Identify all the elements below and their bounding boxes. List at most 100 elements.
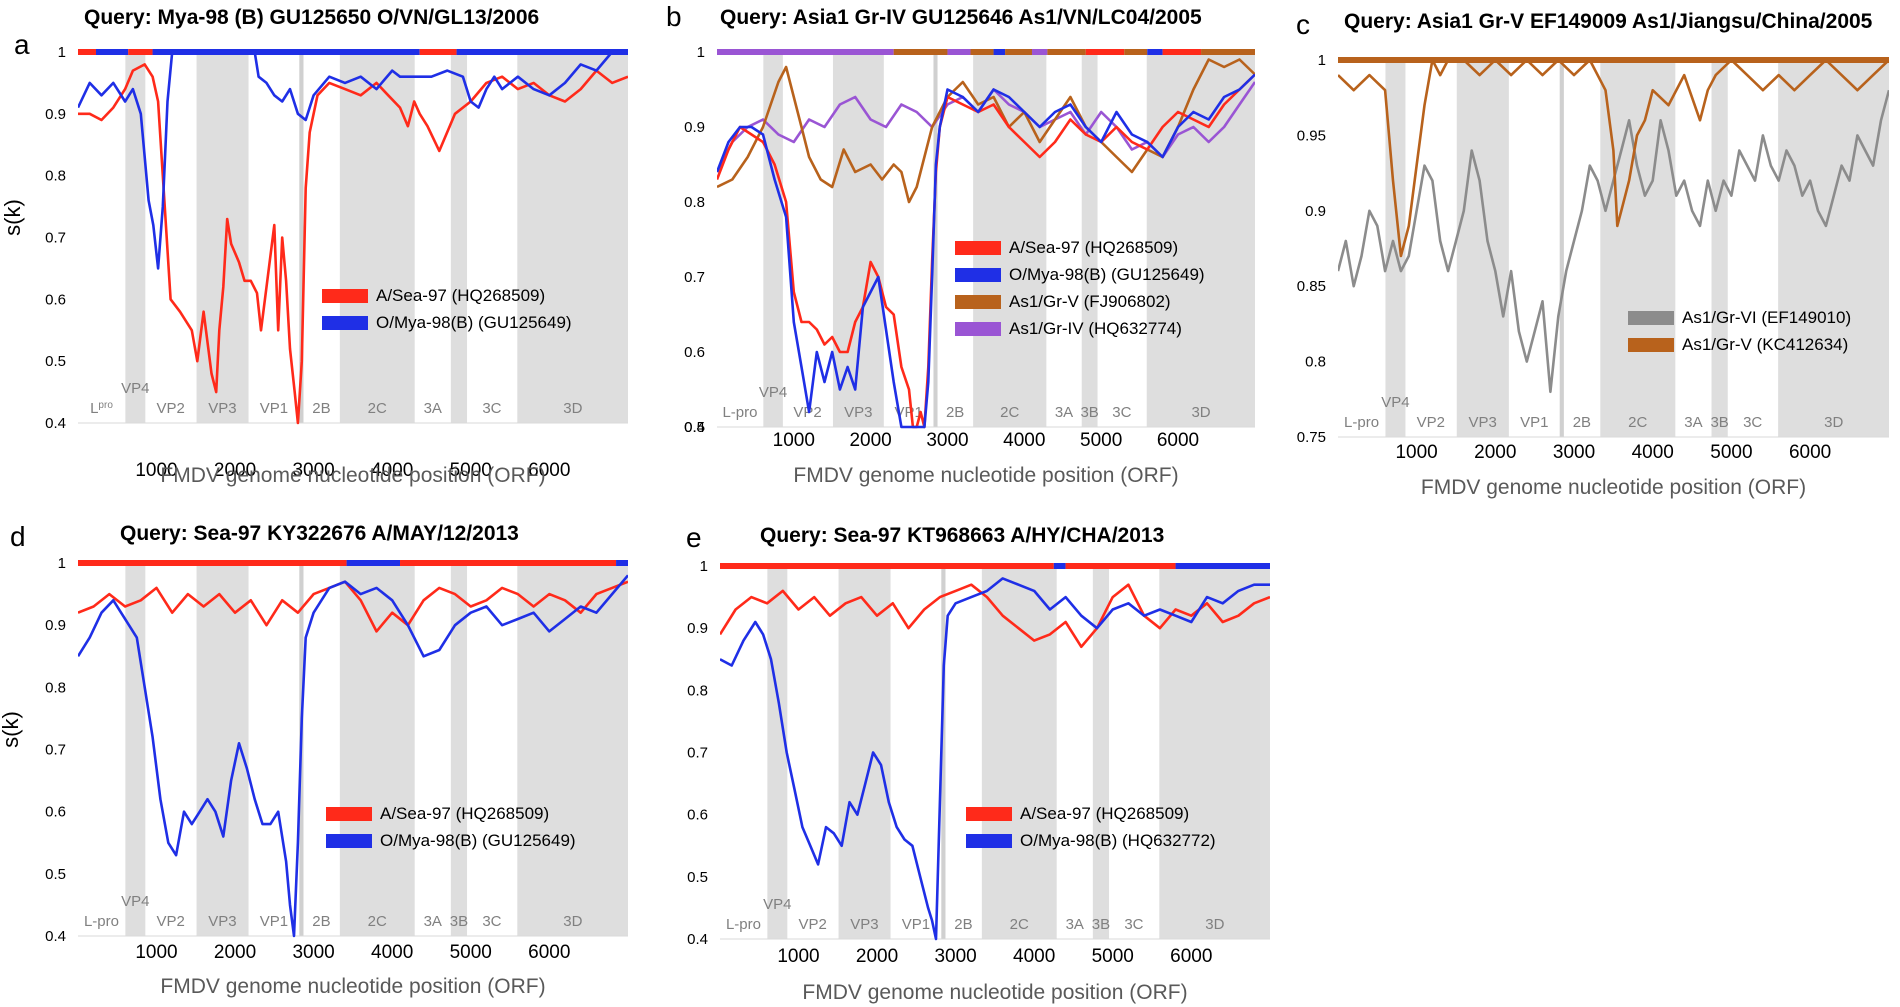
region-band xyxy=(450,52,468,423)
x-tick-label: 4000 xyxy=(371,942,413,963)
x-tick-label: 6000 xyxy=(1789,442,1831,463)
best-match-bar-segment xyxy=(1047,49,1086,55)
best-match-bar-segment xyxy=(1175,563,1270,569)
region-label: 3C xyxy=(482,913,501,930)
region-band xyxy=(933,52,938,427)
y-tick-label: 0.6 xyxy=(687,807,708,824)
legend-label: As1/Gr-V (FJ906802) xyxy=(1009,292,1171,311)
chart-panel-a: a Query: Mya-98 (B) GU125650 O/VN/GL13/20… xyxy=(0,6,628,487)
region-label: VP4 xyxy=(759,384,787,401)
y-tick-label: 0.4 xyxy=(45,415,66,432)
region-band xyxy=(981,566,1057,939)
legend-label: As1/Gr-V (KC412634) xyxy=(1682,335,1848,354)
legend-swatch xyxy=(955,322,1001,336)
region-band xyxy=(450,563,468,936)
panel-letter: a xyxy=(14,29,30,60)
best-match-bar-segment xyxy=(1031,49,1048,55)
best-match-bar-segment xyxy=(893,49,948,55)
region-band xyxy=(1456,60,1509,437)
region-label: 2C xyxy=(1000,404,1019,421)
region-label: 3C xyxy=(1124,916,1143,933)
series-line-1 xyxy=(720,577,1270,941)
best-match-bar-segment xyxy=(947,49,971,55)
legend-swatch xyxy=(1628,311,1674,325)
legend-label: O/Mya-98(B) (GU125649) xyxy=(380,831,576,850)
series-line-1 xyxy=(717,58,1255,204)
region-label: VP2 xyxy=(793,404,821,421)
series-line-0 xyxy=(720,583,1270,649)
y-tick-label: 1 xyxy=(697,44,705,61)
region-band xyxy=(941,566,946,939)
y-tick-label: 0.85 xyxy=(1297,278,1326,295)
best-match-bar-segment xyxy=(128,49,153,55)
region-band xyxy=(339,52,415,423)
region-label: VP3 xyxy=(844,404,872,421)
best-match-bar-segment xyxy=(346,560,401,566)
region-label: 3A xyxy=(1684,414,1702,431)
legend-label: As1/Gr-VI (EF149010) xyxy=(1682,308,1851,327)
region-label: L-pro xyxy=(722,404,757,421)
legend-label: O/Mya-98(B) (HQ632772) xyxy=(1020,831,1216,850)
x-tick-label: 2000 xyxy=(856,946,898,967)
series-line-1 xyxy=(78,574,628,938)
best-match-bar-segment xyxy=(1053,563,1066,569)
region-band xyxy=(973,52,1047,427)
region-label: VP4 xyxy=(121,893,149,910)
panel-title: Query: Sea-97 KT968663 A/HY/CHA/2013 xyxy=(760,524,1164,547)
best-match-bar-segment xyxy=(720,563,1054,569)
best-match-bar-segment xyxy=(1124,49,1148,55)
x-tick-label: 1000 xyxy=(135,460,177,481)
x-tick-label: 3000 xyxy=(934,946,976,967)
region-band xyxy=(299,52,304,423)
region-label: 3D xyxy=(1205,916,1224,933)
panel-letter: e xyxy=(686,522,702,553)
region-label: VP4 xyxy=(121,380,149,397)
legend-swatch xyxy=(955,268,1001,282)
legend-swatch xyxy=(322,289,368,303)
legend-swatch xyxy=(955,295,1001,309)
series-line-1 xyxy=(1338,58,1889,258)
y-tick-label: 0.5 xyxy=(687,869,708,886)
region-label: L-pro xyxy=(84,913,119,930)
y-tick-label: 0.95 xyxy=(1297,127,1326,144)
region-band xyxy=(1092,566,1110,939)
legend-swatch xyxy=(322,316,368,330)
region-label: VP1 xyxy=(260,400,288,417)
x-tick-label: 3000 xyxy=(292,942,334,963)
y-tick-label: 0.75 xyxy=(1297,429,1326,446)
best-match-bar-segment xyxy=(1338,57,1889,63)
legend-swatch xyxy=(326,807,372,821)
y-tick-label: 0.7 xyxy=(684,269,705,286)
panel-letter: b xyxy=(666,1,682,32)
y-tick-label: 0.9 xyxy=(1305,203,1326,220)
region-band xyxy=(1159,566,1270,939)
x-tick-label: 2000 xyxy=(1474,442,1516,463)
panel-title: Query: Mya-98 (B) GU125650 O/VN/GL13/200… xyxy=(84,6,539,29)
x-tick-label: 2000 xyxy=(849,430,891,451)
x-axis-label: FMDV genome nucleotide position (ORF) xyxy=(160,975,545,998)
region-band xyxy=(838,566,891,939)
region-label: VP3 xyxy=(1469,414,1497,431)
y-tick-label: 0.8 xyxy=(687,682,708,699)
y-tick-label: 0.4 xyxy=(687,931,708,948)
region-label: 3A xyxy=(424,400,442,417)
legend-swatch xyxy=(966,807,1012,821)
region-label: 3C xyxy=(482,400,501,417)
best-match-bar-segment xyxy=(456,49,628,55)
x-axis-label: FMDV genome nucleotide position (ORF) xyxy=(160,464,545,487)
y-tick-label: 0.8 xyxy=(684,194,705,211)
y-tick-label: 0.9 xyxy=(45,617,66,634)
legend-swatch xyxy=(955,241,1001,255)
legend-label: A/Sea-97 (HQ268509) xyxy=(1009,238,1178,257)
legend-label: O/Mya-98(B) (GU125649) xyxy=(376,313,572,332)
best-match-bar-segment xyxy=(1065,563,1176,569)
region-label: VP3 xyxy=(850,916,878,933)
best-match-bar-segment xyxy=(78,560,347,566)
panel-title: Query: Asia1 Gr-V EF149009 As1/Jiangsu/C… xyxy=(1344,10,1873,33)
region-label: 3C xyxy=(1112,404,1131,421)
best-match-bar-segment xyxy=(78,49,96,55)
y-tick-label: 0.7 xyxy=(45,230,66,247)
region-label: VP4 xyxy=(763,896,791,913)
x-tick-label: 3000 xyxy=(1553,442,1595,463)
